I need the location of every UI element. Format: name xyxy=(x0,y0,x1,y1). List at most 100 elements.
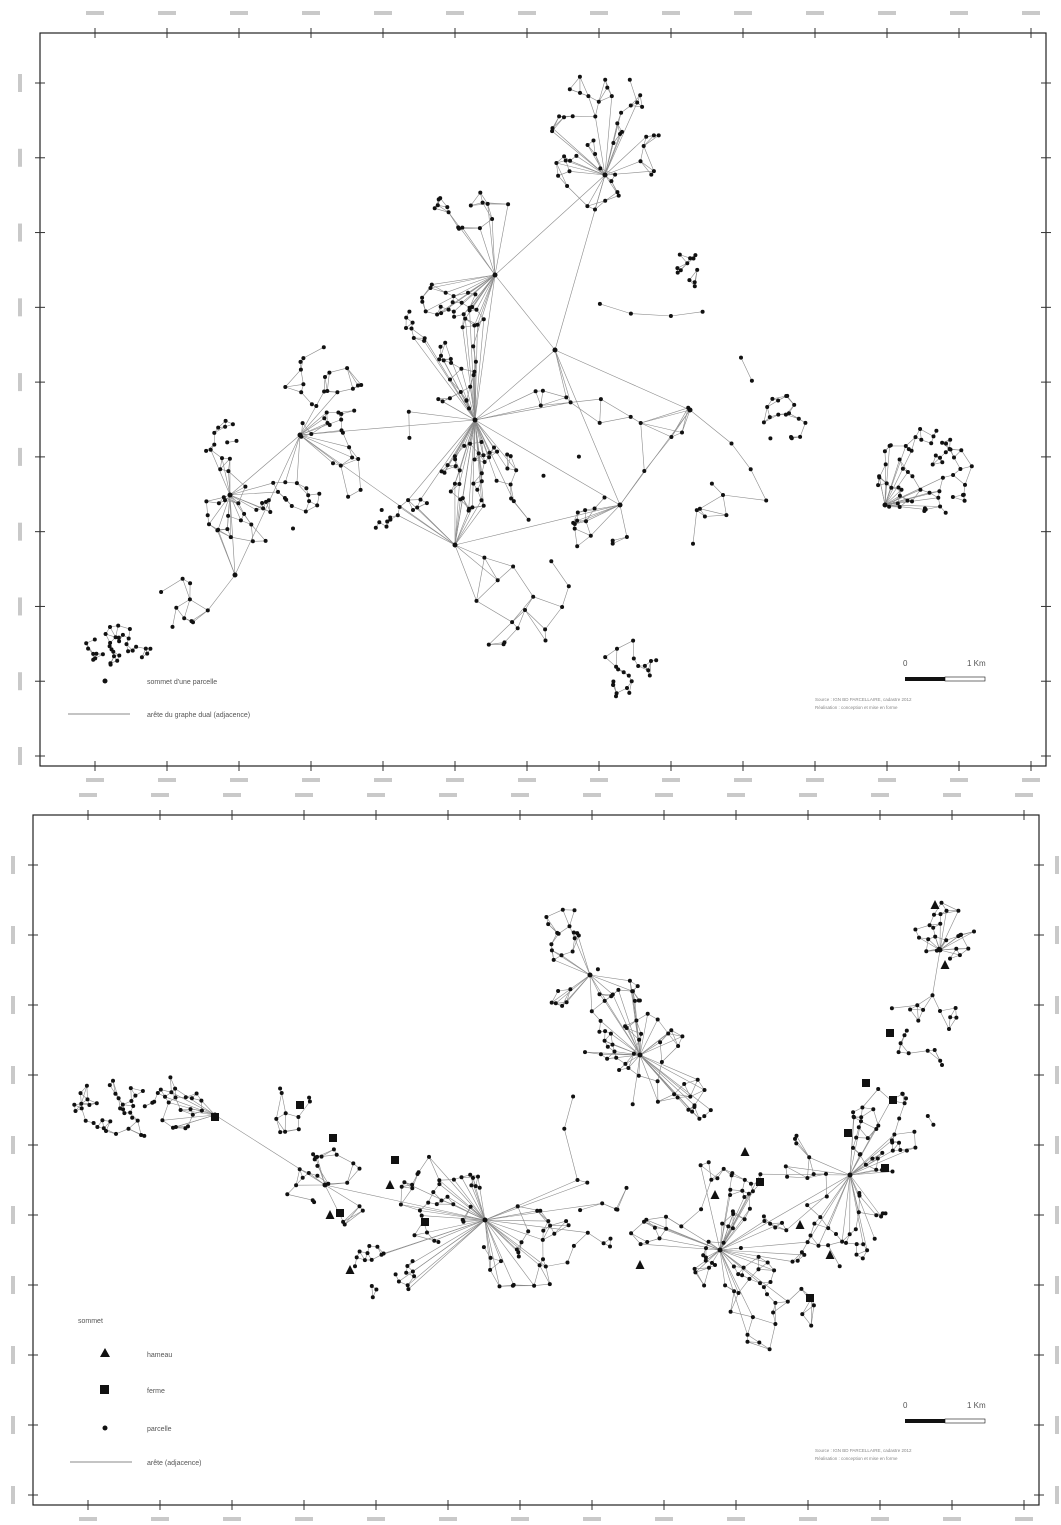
graph-node xyxy=(644,134,649,139)
graph-node xyxy=(448,377,452,382)
graph-node xyxy=(944,908,949,913)
graph-edge xyxy=(573,1232,589,1247)
graph-node xyxy=(615,121,620,126)
graph-node xyxy=(826,1243,831,1248)
graph-node xyxy=(856,1210,861,1215)
graph-edge xyxy=(884,495,901,506)
graph-node xyxy=(844,1240,848,1245)
graph-edge xyxy=(708,1162,712,1180)
graph-node xyxy=(795,1258,800,1263)
graph-edge xyxy=(659,1042,663,1063)
graph-node xyxy=(934,428,939,433)
graph-edge xyxy=(461,368,476,421)
graph-node xyxy=(170,624,175,629)
graph-edge xyxy=(507,456,511,469)
graph-edge xyxy=(223,497,239,504)
graph-edge xyxy=(540,402,571,406)
graph-node xyxy=(471,481,476,486)
scale-zero-label: 0 xyxy=(903,659,908,668)
graph-node xyxy=(811,1303,816,1308)
graph-node xyxy=(745,1339,750,1344)
graph-node xyxy=(940,1063,944,1067)
graph-edge xyxy=(342,432,350,448)
graph-node xyxy=(84,1083,89,1088)
graph-node xyxy=(452,481,457,486)
tick-label-mark xyxy=(367,1517,385,1521)
graph-node xyxy=(462,443,467,448)
graph-edge xyxy=(667,1033,679,1047)
graph-edge xyxy=(699,494,724,509)
graph-node xyxy=(79,1106,84,1111)
graph-edge xyxy=(671,407,689,438)
graph-node xyxy=(160,1118,165,1123)
graph-edge xyxy=(299,434,353,458)
graph-node xyxy=(249,522,254,527)
graph-edge xyxy=(719,1247,741,1251)
graph-edge xyxy=(657,1093,675,1102)
graph-node xyxy=(738,1246,743,1250)
graph-node xyxy=(896,1050,901,1055)
graph-node xyxy=(375,1244,380,1249)
graph-node xyxy=(609,179,614,184)
graph-node xyxy=(614,691,619,696)
ferme-node xyxy=(806,1294,814,1302)
graph-node xyxy=(961,493,965,497)
graph-edge xyxy=(296,434,301,484)
map-1-frame xyxy=(39,32,1047,767)
graph-node xyxy=(505,466,510,471)
graph-node xyxy=(944,938,949,943)
graph-node xyxy=(912,1129,917,1134)
graph-node xyxy=(453,457,458,462)
graph-edge xyxy=(719,1220,765,1251)
graph-node xyxy=(285,1192,290,1197)
graph-node xyxy=(406,409,411,414)
graph-edge xyxy=(738,1278,750,1294)
scale-bar-white xyxy=(944,1418,986,1424)
graph-node xyxy=(283,480,288,485)
graph-node xyxy=(678,268,683,273)
graph-edge xyxy=(939,949,960,956)
graph-node xyxy=(126,1126,131,1131)
graph-node xyxy=(721,1240,726,1245)
graph-node xyxy=(142,1133,147,1138)
map-2-ticks xyxy=(11,793,1059,1521)
graph-node xyxy=(321,345,326,350)
hameau-node xyxy=(325,1210,335,1219)
graph-node xyxy=(921,1007,926,1012)
graph-edge xyxy=(684,1079,698,1085)
graph-node xyxy=(471,1175,475,1180)
graph-node xyxy=(309,432,314,436)
graph-edge xyxy=(628,1054,641,1069)
graph-node xyxy=(436,197,441,202)
graph-edge xyxy=(454,510,469,546)
graph-node xyxy=(677,252,682,257)
graph-edge xyxy=(932,949,941,996)
graph-edge xyxy=(681,409,691,433)
tick-label-mark xyxy=(1055,1486,1059,1504)
tick-label-mark xyxy=(1022,11,1040,15)
graph-edge xyxy=(444,419,476,473)
graph-node xyxy=(410,1259,415,1264)
graph-node xyxy=(576,933,581,938)
graph-node xyxy=(608,1244,612,1249)
graph-edge xyxy=(474,319,485,421)
graph-edge xyxy=(855,1212,860,1230)
graph-node xyxy=(624,535,629,539)
graph-node xyxy=(385,519,390,524)
graph-node xyxy=(334,1152,339,1157)
graph-node xyxy=(564,1219,569,1224)
graph-node xyxy=(675,270,680,275)
graph-node xyxy=(533,389,538,394)
graph-edge xyxy=(692,510,698,544)
graph-edge xyxy=(632,1054,641,1105)
graph-edge xyxy=(556,162,606,176)
graph-edge xyxy=(719,1219,745,1251)
graph-edge xyxy=(587,174,606,207)
graph-edge xyxy=(911,489,921,502)
graph-edge xyxy=(598,95,612,102)
graph-node xyxy=(802,1252,807,1257)
graph-edge xyxy=(553,959,591,976)
graph-node xyxy=(194,1091,199,1096)
graph-node xyxy=(129,1099,134,1103)
graph-edge xyxy=(400,1204,486,1221)
